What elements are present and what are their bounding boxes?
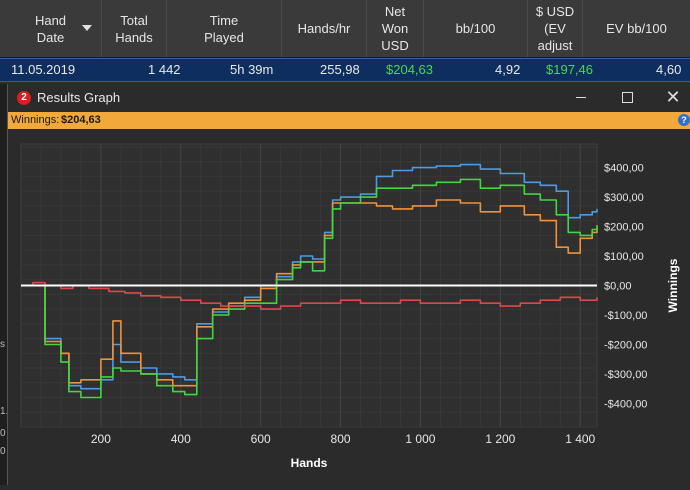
x-tick-label: 800 xyxy=(331,432,351,446)
cell-time-played: 5h 39m xyxy=(230,62,274,77)
column-header-label: Net Won USD xyxy=(381,4,409,53)
column-header-total-hands[interactable]: Total Hands xyxy=(102,0,167,57)
column-header-ev-adjusted[interactable]: $ USD (EV adjust xyxy=(528,0,583,57)
column-header-net-won[interactable]: Net Won USD xyxy=(367,0,424,57)
y-axis-label: Winnings xyxy=(666,258,680,312)
y-tick-label: -$300,00 xyxy=(604,369,647,381)
y-tick-label: -$100,00 xyxy=(604,310,647,322)
column-header-label: $ USD (EV adjust xyxy=(535,4,575,53)
stats-table-header: Hand Date Total Hands Time Played Hands/… xyxy=(0,0,690,58)
maximize-button[interactable] xyxy=(614,87,640,107)
series-line-all-in-ev xyxy=(21,199,598,387)
maximize-icon xyxy=(621,91,633,103)
column-header-hands-hr[interactable]: Hands/hr xyxy=(282,0,367,57)
minimize-button[interactable] xyxy=(568,87,594,107)
app-badge-icon: 2 xyxy=(17,91,31,105)
column-header-label: Time Played xyxy=(204,12,244,45)
column-header-label: bb/100 xyxy=(455,21,496,36)
window-title: Results Graph xyxy=(37,90,121,105)
column-header-ev-bb100[interactable]: EV bb/100 xyxy=(583,0,690,57)
help-icon[interactable]: ? xyxy=(678,114,690,126)
sort-desc-icon[interactable] xyxy=(82,25,92,31)
winnings-value: $204,63 xyxy=(61,114,101,126)
column-header-hand-date[interactable]: Hand Date xyxy=(0,0,102,57)
x-tick-label: 1 200 xyxy=(485,432,515,446)
winnings-bar: Winnings: $204,63 ? xyxy=(8,112,690,129)
clipped-text: 0 xyxy=(0,428,6,439)
clipped-text: s xyxy=(0,339,5,350)
cell-hands-hr: 255,98 xyxy=(320,62,360,77)
x-tick-label: 200 xyxy=(91,432,111,446)
close-icon: ✕ xyxy=(665,87,681,107)
results-graph-window: 2 Results Graph ✕ Winnings: $204,63 ? $4… xyxy=(7,84,690,485)
clipped-text: 1. xyxy=(0,406,9,417)
column-header-time-played[interactable]: Time Played xyxy=(167,0,282,57)
x-tick-label: 1 000 xyxy=(405,432,435,446)
column-header-bb100[interactable]: bb/100 xyxy=(424,0,528,57)
y-tick-label: -$400,00 xyxy=(604,398,647,410)
y-tick-label: $200,00 xyxy=(604,222,644,234)
background-panel-edge: s 1. 0 0 xyxy=(0,84,9,485)
y-tick-label: $400,00 xyxy=(604,163,644,175)
window-titlebar[interactable]: 2 Results Graph ✕ xyxy=(8,84,690,111)
x-axis-label: Hands xyxy=(291,456,328,470)
table-row[interactable]: 11.05.2019 1 442 5h 39m 255,98 $204,63 4… xyxy=(0,58,690,82)
cell-total-hands: 1 442 xyxy=(148,62,181,77)
cell-ev-bb100: 4,60 xyxy=(656,62,682,77)
cell-net-won: $204,63 xyxy=(386,62,433,77)
x-tick-label: 600 xyxy=(251,432,271,446)
results-chart-svg: $400,00 $300,00 $200,00 $100,00 $0,00 -$100,0… xyxy=(20,143,680,470)
cell-bb100: 4,92 xyxy=(495,62,521,77)
column-header-label: Hands/hr xyxy=(297,21,351,36)
cell-ev-adjusted: $197,46 xyxy=(546,62,593,77)
y-tick-label: $0,00 xyxy=(604,281,632,293)
series-line-non-showdown xyxy=(21,281,598,310)
clipped-text: 0 xyxy=(0,446,6,457)
y-tick-label: $300,00 xyxy=(604,192,644,204)
cell-hand-date: 11.05.2019 xyxy=(11,62,76,77)
column-header-label: Total Hands xyxy=(115,12,153,45)
results-chart[interactable]: $400,00 $300,00 $200,00 $100,00 $0,00 -$100,0… xyxy=(8,129,690,485)
y-tick-label: -$200,00 xyxy=(604,339,647,351)
minimize-icon xyxy=(576,96,586,98)
winnings-label: Winnings: xyxy=(11,114,60,126)
y-tick-label: $100,00 xyxy=(604,251,644,263)
x-tick-label: 1 400 xyxy=(565,432,595,446)
series-line-net-won xyxy=(21,178,598,399)
close-button[interactable]: ✕ xyxy=(660,87,686,107)
x-tick-label: 400 xyxy=(171,432,191,446)
column-header-label: EV bb/100 xyxy=(606,21,667,36)
column-header-label: Hand Date xyxy=(34,12,67,45)
